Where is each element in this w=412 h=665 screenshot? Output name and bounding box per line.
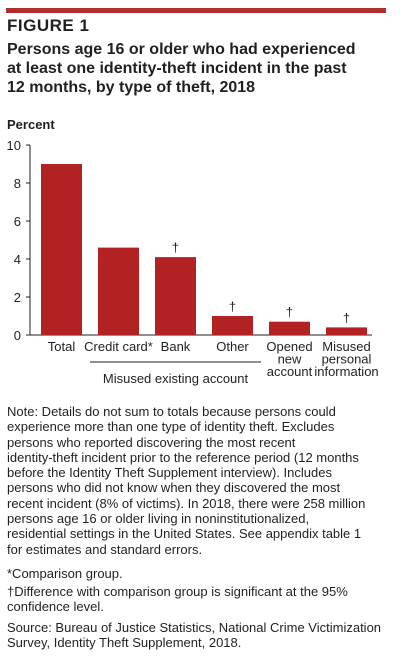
comparison-footnote: *Comparison group. — [7, 566, 392, 581]
category-label: Bank — [161, 339, 191, 354]
category-label: personal — [322, 352, 372, 367]
title-line: 12 months, by type of theft, 2018 — [7, 79, 256, 96]
note-line: confidence level. — [7, 599, 104, 615]
note-line: persons age 16 or older living in nonins… — [7, 511, 310, 527]
category-label: account — [267, 364, 313, 379]
y-tick-label: 2 — [14, 290, 21, 305]
bar — [326, 327, 367, 335]
category-label: new — [278, 352, 302, 367]
category-label: Other — [216, 339, 249, 354]
figure-title: Persons age 16 or older who had experien… — [7, 40, 387, 97]
bar — [269, 321, 310, 335]
bar — [155, 257, 196, 335]
significance-marker: † — [229, 299, 236, 314]
note-line: recent incident (8% of victims). In 2018… — [7, 495, 366, 511]
y-tick-label: 10 — [7, 138, 21, 153]
category-label: information — [314, 364, 378, 379]
note-line: residential settings in the United State… — [7, 526, 362, 542]
figure-label: FIGURE 1 — [7, 16, 90, 35]
note-line: *Comparison group. — [7, 566, 123, 581]
category-label: Credit card* — [84, 339, 153, 354]
note-line: Note: Details do not sum to totals becau… — [7, 404, 336, 419]
bar — [41, 164, 82, 335]
note-line: persons who did not know when they disco… — [7, 480, 341, 496]
y-tick-label: 0 — [14, 328, 21, 343]
significance-footnote: †Difference with comparison group is sig… — [7, 584, 392, 615]
note-line: Source: Bureau of Justice Statistics, Na… — [7, 620, 382, 635]
note-line: †Difference with comparison group is sig… — [7, 584, 348, 599]
category-label: Opened — [266, 339, 312, 354]
bar — [212, 316, 253, 335]
category-label: Total — [48, 339, 76, 354]
y-axis-label: Percent — [7, 117, 55, 132]
y-tick-label: 6 — [14, 214, 21, 229]
y-tick-label: 4 — [14, 252, 21, 267]
title-line: Persons age 16 or older who had experien… — [7, 41, 356, 58]
category-label: Misused — [322, 339, 370, 354]
bar-chart: Percent 0 2 4 6 8 10 Total Credit card* † Bank † Oth… — [7, 117, 379, 386]
significance-marker: † — [286, 305, 293, 320]
note-text: Note: Details do not sum to totals becau… — [7, 404, 392, 557]
note-line: Survey, Identity Theft Supplement, 2018. — [7, 635, 242, 651]
bar — [98, 247, 139, 335]
note-line: identity-theft incident prior to the ref… — [7, 449, 359, 465]
significance-marker: † — [343, 310, 350, 325]
group-label: Misused existing account — [103, 371, 249, 386]
note-line: before the Identity Theft Supplement int… — [7, 465, 332, 481]
source-note: Source: Bureau of Justice Statistics, Na… — [7, 620, 392, 651]
y-tick-label: 8 — [14, 176, 21, 191]
note-line: persons who reported discovering the mos… — [7, 434, 296, 450]
significance-marker: † — [172, 240, 179, 255]
top-rule — [6, 8, 386, 13]
note-line: for estimates and standard errors. — [7, 541, 203, 557]
note-line: experience more than one type of identit… — [7, 419, 335, 435]
title-line: at least one identity-theft incident in … — [7, 60, 347, 77]
